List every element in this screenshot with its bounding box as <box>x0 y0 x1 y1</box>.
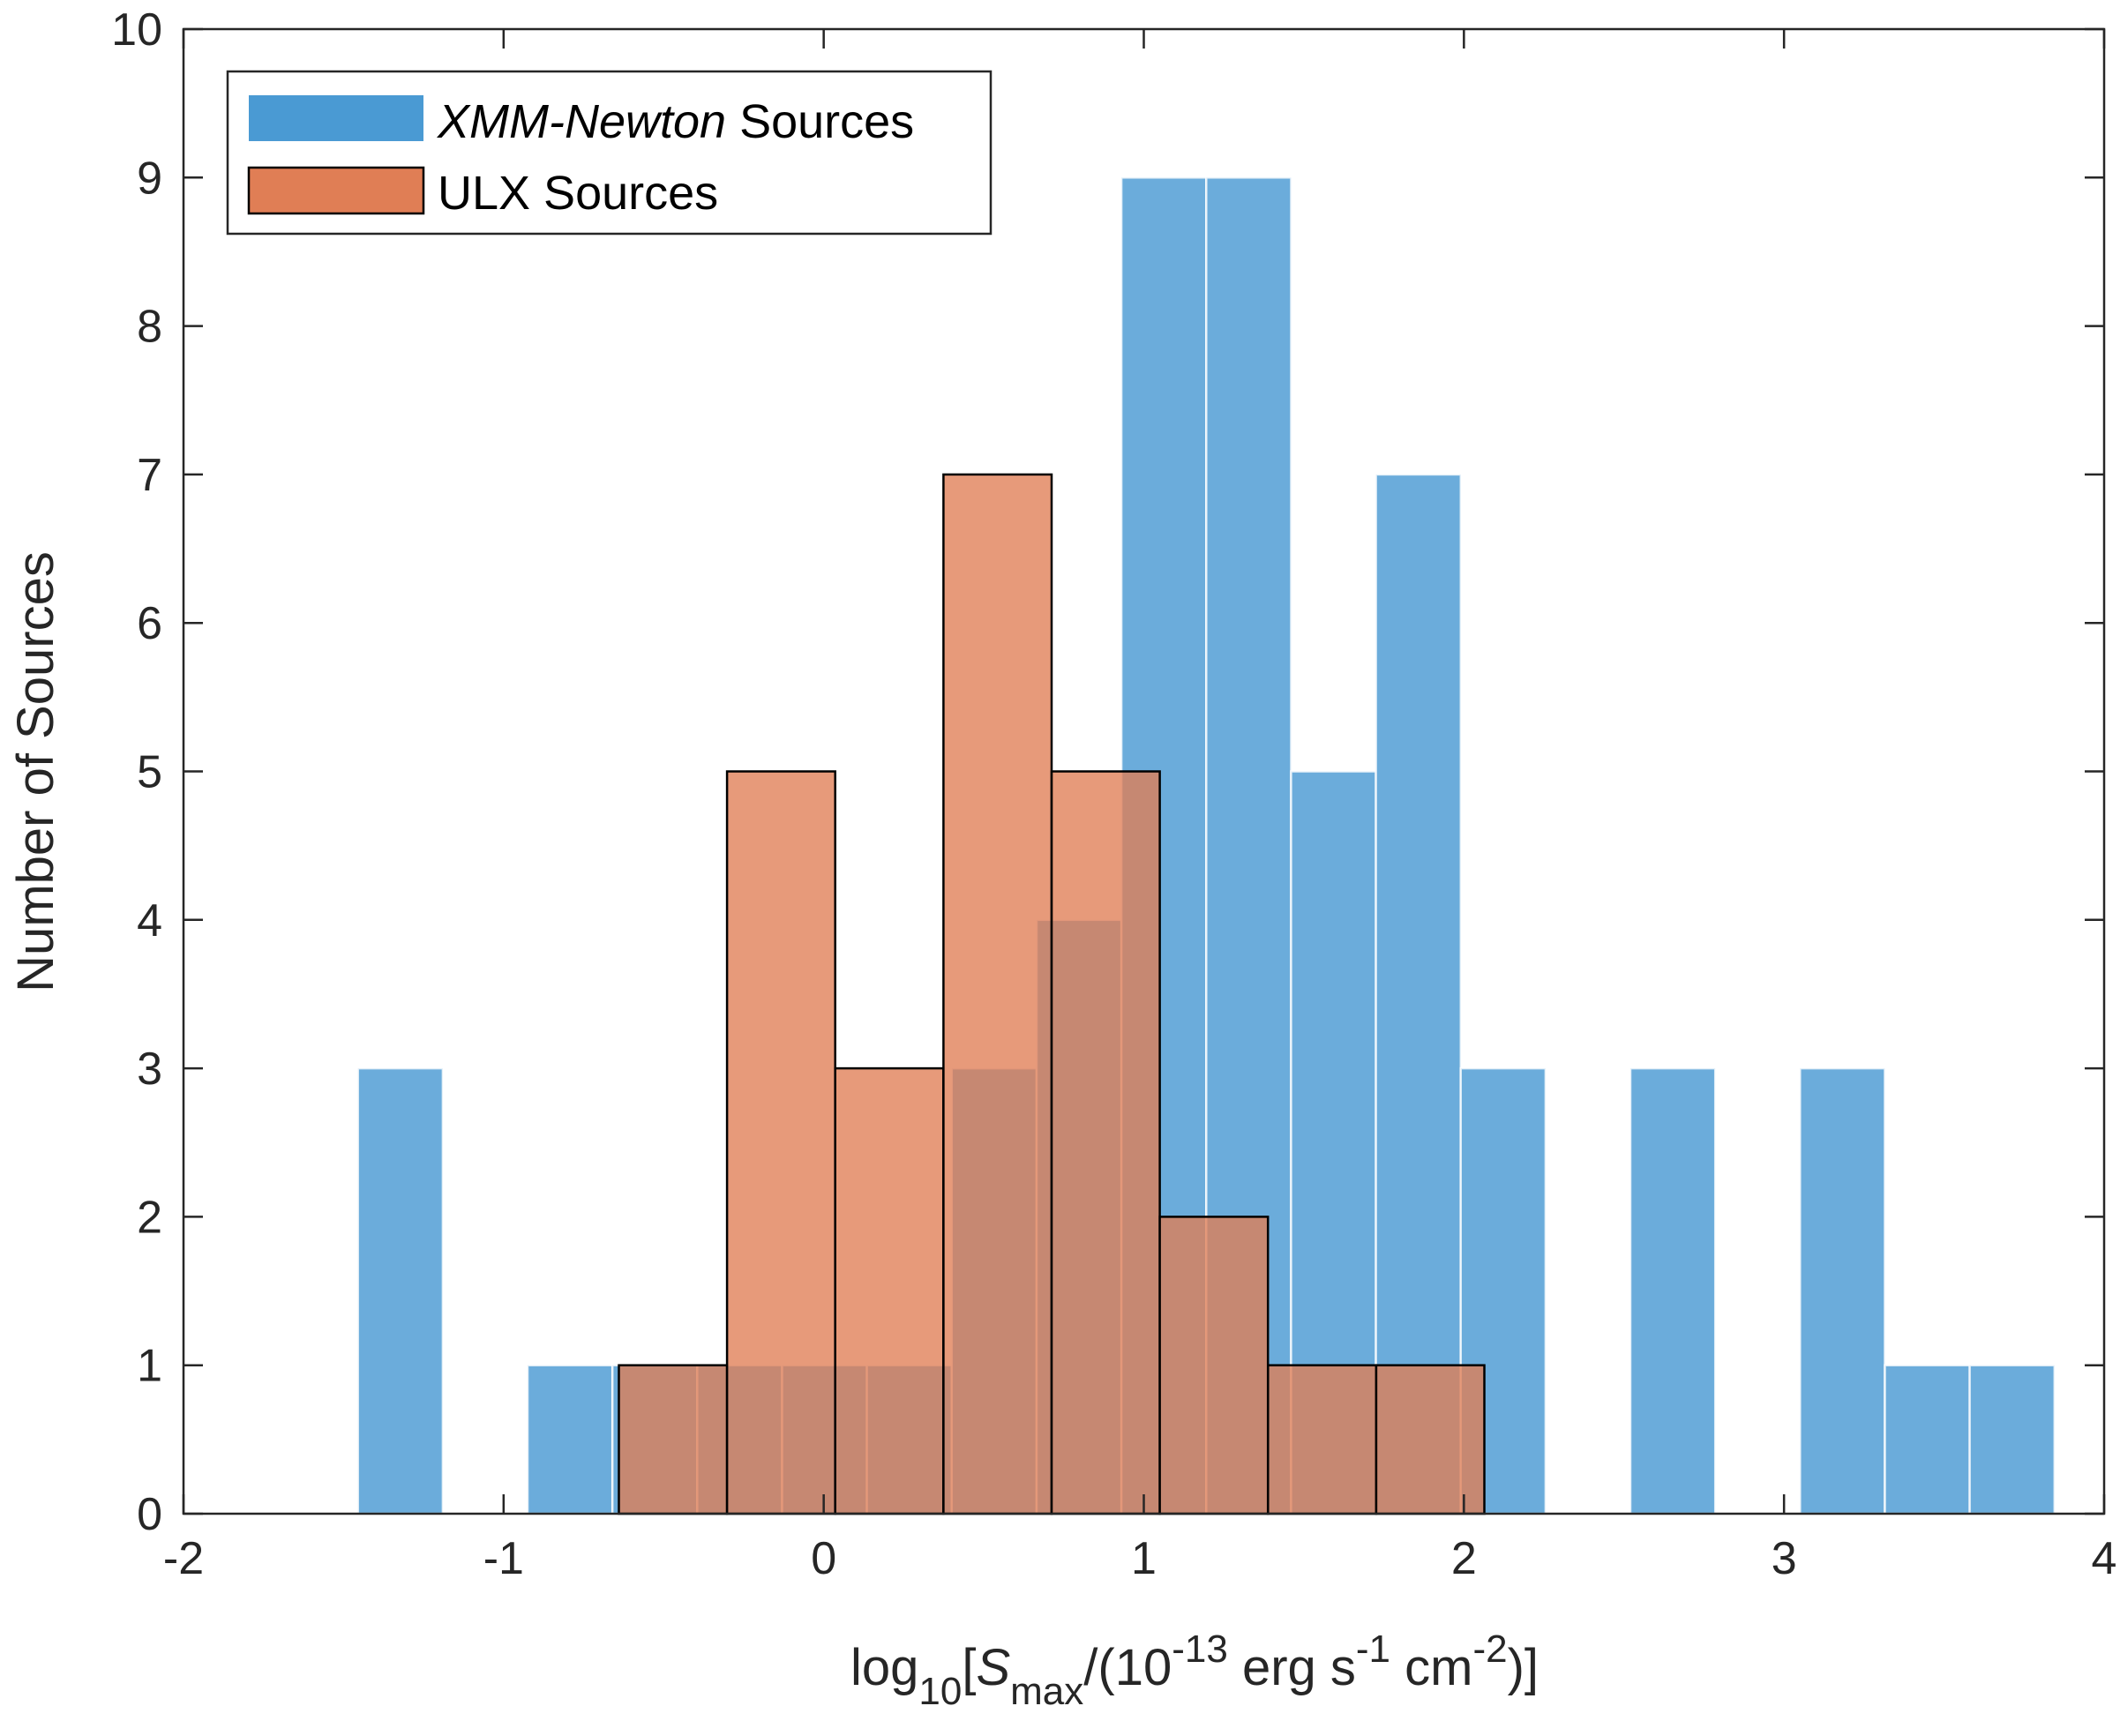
ulx-bar-5 <box>1158 1216 1270 1515</box>
legend-label-ulx: ULX Sources <box>438 167 718 220</box>
y-tick-label-0: 0 <box>137 1489 162 1540</box>
x-axis-title: log10[Smax/(10-13 erg s-1 cm-2)] <box>850 1628 1539 1713</box>
xlabel-sup-cm: -2 <box>1472 1628 1507 1671</box>
y-tick-label-7: 7 <box>137 450 162 501</box>
x-tick-label-1: -1 <box>483 1533 524 1584</box>
xlabel-close: )] <box>1508 1639 1539 1696</box>
xmm-bar-0 <box>356 1066 445 1515</box>
y-tick-label-8: 8 <box>137 302 162 353</box>
bars-layer <box>356 176 2056 1515</box>
y-tick-label-10: 10 <box>111 4 162 56</box>
xmm-bar-2 <box>526 1364 614 1515</box>
legend-swatch-ulx <box>247 166 425 215</box>
xmm-bar-12 <box>1375 473 1463 1515</box>
xlabel-erg-s: erg s <box>1228 1639 1356 1696</box>
xlabel-sup-s: -1 <box>1356 1628 1390 1671</box>
x-tick-label-5: 3 <box>1772 1533 1797 1584</box>
xmm-bar-18 <box>1884 1364 1971 1515</box>
xmm-bar-19 <box>1968 1364 2056 1515</box>
ticks-layer: -2 -1 0 1 2 3 4 0 1 2 3 4 5 6 7 8 9 10 <box>111 4 2116 1584</box>
xmm-bar-15 <box>1629 1066 1717 1515</box>
y-tick-label-2: 2 <box>137 1192 162 1243</box>
y-tick-label-1: 1 <box>137 1341 162 1392</box>
legend-swatch-xmm <box>249 95 423 141</box>
xlabel-sub-10: 10 <box>918 1670 962 1713</box>
x-tick-label-2: 0 <box>811 1533 836 1584</box>
xlabel-sub-max: max <box>1010 1670 1083 1713</box>
ulx-bar-3 <box>942 473 1053 1515</box>
y-tick-label-4: 4 <box>137 895 162 947</box>
xmm-bar-17 <box>1799 1066 1886 1515</box>
y-tick-label-6: 6 <box>137 598 162 649</box>
legend: XMM-Newton Sources ULX Sources <box>226 70 993 236</box>
ulx-bar-6 <box>1267 1364 1378 1515</box>
x-tick-label-0: -2 <box>163 1533 204 1584</box>
ulx-bar-1 <box>725 770 836 1515</box>
ulx-bar-0 <box>618 1364 729 1515</box>
x-tick-label-4: 2 <box>1451 1533 1477 1584</box>
xlabel-bracket: [ <box>962 1639 976 1696</box>
xlabel-cm: cm <box>1390 1639 1472 1696</box>
legend-label-ulx-text: ULX Sources <box>438 167 718 220</box>
xlabel-ten: /(10 <box>1083 1639 1172 1696</box>
y-axis-title: Number of Sources <box>7 551 64 992</box>
xlabel-sup-exp: -13 <box>1172 1628 1228 1671</box>
series-1 <box>618 473 1486 1515</box>
xlabel-log: log <box>850 1639 918 1696</box>
legend-label-xmm-rest: Sources <box>726 95 914 148</box>
y-tick-label-9: 9 <box>137 153 162 204</box>
ulx-bar-4 <box>1050 770 1161 1515</box>
x-tick-label-6: 4 <box>2092 1533 2117 1584</box>
y-tick-label-3: 3 <box>137 1044 162 1095</box>
y-tick-label-5: 5 <box>137 747 162 798</box>
x-tick-label-3: 1 <box>1131 1533 1157 1584</box>
xlabel-var-s: S <box>976 1639 1010 1696</box>
legend-label-xmm: XMM-Newton Sources <box>436 95 914 148</box>
ulx-bar-7 <box>1375 1364 1486 1515</box>
ulx-bar-2 <box>834 1066 945 1515</box>
legend-label-xmm-italic: XMM-Newton <box>436 95 726 148</box>
